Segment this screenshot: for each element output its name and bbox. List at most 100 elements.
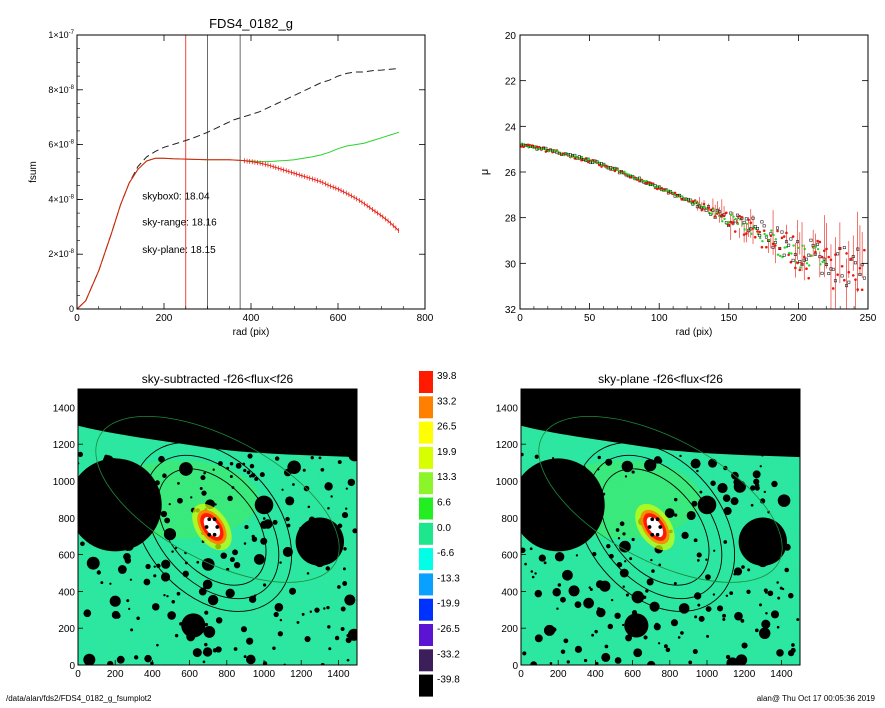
data-point-red [831,287,835,290]
mask-dot [563,638,569,644]
mask-dot [115,507,122,513]
data-point-red [700,208,704,212]
data-point-square [735,213,739,217]
mask-dot [765,611,768,615]
mask-dot [560,649,566,654]
mask-dot [549,661,553,665]
mask-dot [279,618,283,622]
data-point-red [526,143,530,147]
data-point-red [836,273,839,276]
core-mask-dot [204,525,209,529]
masked-region-top [521,389,800,458]
data-point-red [798,268,802,272]
data-point-red [785,231,788,235]
mask-dot [582,529,590,538]
mask-dot [784,567,789,573]
data-point-square [762,224,766,228]
mask-dot [174,633,179,638]
mask-dot [174,546,178,550]
y-tick-label: 30 [505,259,517,270]
data-point-square [845,284,849,288]
data-point-green [616,168,619,172]
data-point-square [782,253,786,257]
mask-dot [119,523,124,528]
panel-title: sky-plane -f26<flux<f26 [598,372,723,386]
data-point-square [816,242,820,246]
mask-dot [705,558,708,561]
mask-dot [325,482,331,487]
mask-dot [109,582,112,585]
data-point-green [752,225,755,229]
data-point-green [763,232,766,236]
mask-dot [114,535,118,539]
mask-dot [647,660,656,665]
data-point-square [756,226,759,230]
mask-dot [138,471,143,477]
mask-dot [325,566,330,571]
core-mask-dot [215,525,220,529]
mask-dot [340,627,345,631]
mask-dot [317,532,328,543]
mask-dot [530,570,534,573]
mask-dot [554,505,562,513]
mask-dot [578,495,589,506]
mask-dot [555,547,559,551]
mask-dot [342,567,346,571]
mask-dot [158,455,165,463]
data-point-square [822,257,826,261]
data-point-green [587,157,590,161]
mask-dot [725,654,731,660]
data-point-green [812,246,815,250]
mask-dot [527,485,535,492]
mask-dot [733,478,741,486]
mask-dot [705,606,712,612]
y-tick-label: 8×10-8 [48,85,74,95]
series-line-1 [76,131,400,310]
data-point-green [736,222,740,226]
data-point-red [860,288,864,292]
y-tick-label: 2×10-8 [48,249,74,259]
x-tick-label: 1200 [733,669,756,680]
mask-dot [730,497,739,506]
colorbar-swatch [419,674,433,697]
data-point-red [769,234,773,238]
data-point-red [655,187,659,191]
data-point-red [544,150,548,153]
data-point-green [783,246,786,249]
colorbar-swatch [419,598,433,621]
colorbar-swatch [419,573,433,596]
mask-dot [343,547,347,551]
data-point-red [773,244,777,247]
mask-dot [663,644,668,649]
data-point-green [721,220,724,223]
data-point-green [723,217,726,221]
mask-dot [560,596,566,603]
footer-path: /data/alan/fds2/FDS4_0182_g_fsumplot2 [6,694,152,703]
mask-dot [761,619,771,629]
mask-dot [249,474,253,478]
data-point-red [522,145,525,149]
mu-panel: 0 50 100 150 200 250 20 22 24 26 28 30 32 rad (pix)… [479,31,877,338]
mask-dot [574,601,582,609]
image-area [521,389,800,665]
data-point-red [843,278,846,282]
y-tick-label: 0 [512,661,518,672]
data-point-square [751,216,755,220]
x-tick-label: 200 [550,669,567,680]
data-point-red [740,216,744,219]
mask-dot [614,612,621,619]
mask-dot [229,557,235,563]
core-mask-dot [212,517,217,522]
data-point-red [829,258,833,262]
mask-dot [125,548,129,551]
mask-dot [619,521,625,527]
data-point-square [771,245,775,249]
data-point-green [803,247,806,251]
mask-dot [633,648,643,658]
mask-dot [562,569,573,581]
mask-dot [190,496,193,499]
mask-dot [763,551,767,555]
mask-dot [521,547,526,554]
data-point-red [749,221,753,225]
